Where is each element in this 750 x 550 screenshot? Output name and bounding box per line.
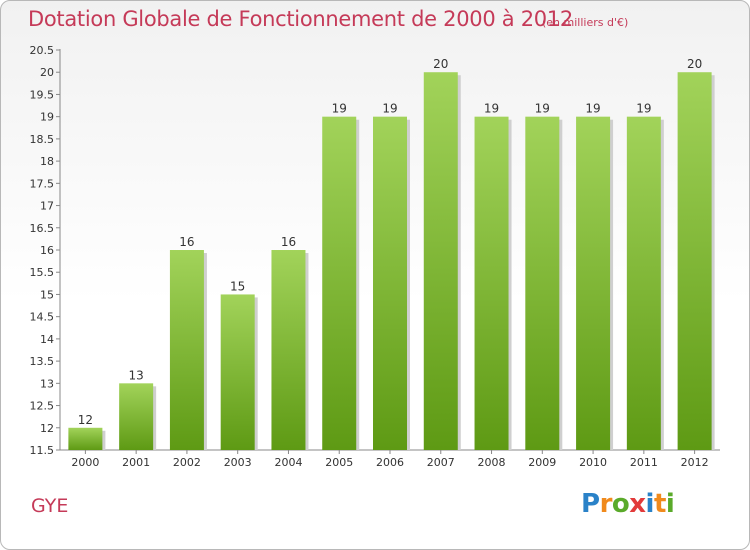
- y-tick-label: 18.5: [30, 133, 55, 146]
- bar: [525, 116, 560, 451]
- bar: [220, 294, 255, 450]
- place-name: GYE: [31, 495, 69, 517]
- data-label: 19: [332, 102, 347, 116]
- bar: [119, 383, 154, 450]
- proxiti-logo: Proxiti: [581, 489, 675, 519]
- logo-letter: r: [599, 489, 613, 519]
- data-label: 16: [179, 235, 194, 249]
- data-label: 19: [484, 102, 499, 116]
- y-tick-label: 20: [40, 66, 54, 79]
- y-tick-label: 15.5: [30, 266, 55, 279]
- data-label: 20: [687, 57, 702, 71]
- y-tick-label: 14: [40, 333, 54, 346]
- bar: [423, 72, 458, 450]
- y-tick-label: 16.5: [30, 222, 55, 235]
- x-tick-label: 2008: [478, 456, 506, 469]
- x-tick-label: 2012: [681, 456, 709, 469]
- y-tick-label: 17.5: [30, 177, 55, 190]
- y-tick-label: 16: [40, 244, 54, 257]
- logo-letter: t: [653, 489, 666, 519]
- chart-subtitle: (en milliers d'€): [542, 16, 629, 29]
- bar: [68, 427, 103, 450]
- logo-letter: P: [581, 489, 600, 519]
- y-tick-label: 18: [40, 155, 54, 168]
- x-tick-label: 2007: [427, 456, 455, 469]
- y-tick-label: 12: [40, 422, 54, 435]
- logo-letter: x: [629, 489, 646, 519]
- x-tick-label: 2010: [579, 456, 607, 469]
- x-tick-label: 2000: [71, 456, 99, 469]
- data-label: 19: [535, 102, 550, 116]
- y-tick-label: 11.5: [30, 444, 55, 457]
- y-tick-label: 20.5: [30, 44, 55, 57]
- y-tick-label: 13.5: [30, 355, 55, 368]
- data-label: 19: [636, 102, 651, 116]
- data-label: 16: [281, 235, 296, 249]
- bar: [322, 116, 357, 451]
- data-label: 13: [129, 368, 144, 382]
- bar: [474, 116, 509, 451]
- y-tick-label: 14.5: [30, 311, 55, 324]
- y-tick-label: 17: [40, 200, 54, 213]
- x-tick-label: 2009: [528, 456, 556, 469]
- x-tick-label: 2006: [376, 456, 404, 469]
- y-tick-label: 15: [40, 288, 54, 301]
- data-label: 15: [230, 279, 245, 293]
- y-tick-label: 19: [40, 111, 54, 124]
- logo-letter: i: [645, 489, 655, 519]
- x-tick-label: 2005: [325, 456, 353, 469]
- bar: [271, 250, 306, 450]
- bar: [169, 250, 204, 450]
- x-tick-label: 2003: [224, 456, 252, 469]
- data-label: 19: [585, 102, 600, 116]
- data-label: 20: [433, 57, 448, 71]
- x-tick-label: 2001: [122, 456, 150, 469]
- y-tick-label: 13: [40, 377, 54, 390]
- y-tick-label: 12.5: [30, 400, 55, 413]
- data-label: 19: [382, 102, 397, 116]
- bar: [626, 116, 661, 451]
- y-tick-label: 19.5: [30, 88, 55, 101]
- bar: [677, 72, 712, 450]
- bar: [576, 116, 611, 451]
- data-label: 12: [78, 413, 93, 427]
- x-tick-label: 2004: [274, 456, 302, 469]
- bar: [373, 116, 407, 451]
- x-tick-label: 2011: [630, 456, 658, 469]
- chart-title: Dotation Globale de Fonctionnement de 20…: [28, 7, 573, 31]
- x-tick-label: 2002: [173, 456, 201, 469]
- logo-letter: o: [611, 489, 630, 519]
- logo-letter: i: [665, 489, 675, 519]
